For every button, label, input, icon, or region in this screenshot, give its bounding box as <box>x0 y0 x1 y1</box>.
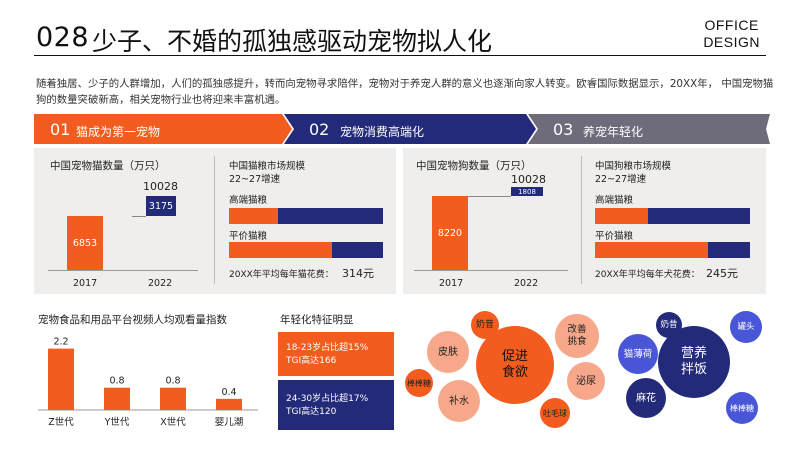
step-1-number: 01 <box>50 120 71 139</box>
dog-center-line1: 营养 <box>680 346 707 361</box>
dog-bubble-maobohe: 猫薄荷 <box>618 334 658 374</box>
dog-bubble-guantou: 罐头 <box>730 311 762 343</box>
chart-title: 宠物食品和用品平台视频人均观看量指数 <box>38 314 227 326</box>
chart-category-label: X世代 <box>160 416 186 428</box>
dog-bar2-label: 平价猫粮 <box>595 231 634 242</box>
cat-bubble-bushui: 补水 <box>438 380 480 422</box>
cat-increment-bar: 3175 <box>146 196 176 216</box>
cat-center-bubble: 促进 食欲 <box>476 326 554 404</box>
cat-spend-label: 20XX年平均每年猫花费： <box>229 270 334 280</box>
chart-bar <box>216 398 242 410</box>
cat-axis <box>48 270 198 271</box>
dog-total-value: 10028 <box>511 173 546 186</box>
cat-bubble-bangbangtang: 棒棒糖 <box>405 369 433 397</box>
dog-bubble-naixi: 奶昔 <box>656 312 682 338</box>
dog-base-bar: 8220 <box>432 196 468 270</box>
chart-category-label: Y世代 <box>104 416 130 428</box>
chart-value-label: 0.8 <box>109 376 124 387</box>
step-2-arrow <box>284 114 536 144</box>
step-banner <box>34 114 770 144</box>
cat-year-2022: 2022 <box>148 278 173 289</box>
cat-divider <box>214 156 215 284</box>
youth-box1-line1: 18-23岁占比超15% <box>286 343 369 353</box>
cat-base-value: 6853 <box>72 237 98 249</box>
dog-year-2022: 2022 <box>514 278 539 289</box>
cat-center-line2: 食欲 <box>501 365 528 380</box>
chart-value-label: 0.8 <box>165 376 180 387</box>
cat-connector <box>132 216 146 217</box>
chart-category-label: 婴儿潮 <box>215 416 244 428</box>
cat-bubble-miniao: 泌尿 <box>567 362 605 400</box>
dog-spend-label: 20XX年平均每年犬花费： <box>595 270 700 280</box>
cat-bar1-fill <box>229 208 279 224</box>
chart-category-label: Z世代 <box>48 416 74 428</box>
title-divider <box>34 55 766 56</box>
dog-market-sub: 22~27增速 <box>595 174 647 185</box>
dog-bar2 <box>595 242 750 258</box>
chart-bar <box>48 348 74 410</box>
step-2-number: 02 <box>309 120 330 139</box>
chart-bar <box>104 387 130 410</box>
dog-divider <box>581 156 582 284</box>
chart-value-label: 0.4 <box>221 387 236 398</box>
youth-box-1: 18-23岁占比超15% TGI高达166 <box>278 332 394 376</box>
youth-box-2: 24-30岁占比超17% TGI高达120 <box>278 380 394 430</box>
dog-spend-value: 245元 <box>706 267 738 280</box>
dog-center-bubble: 营养 拌饭 <box>658 326 730 398</box>
cat-bar1-label: 高端猫粮 <box>229 195 268 206</box>
cat-spend-value: 314元 <box>342 267 374 280</box>
cat-count-title: 中国宠物猫数量（万只） <box>50 160 166 172</box>
dog-bar1 <box>595 208 750 224</box>
step-1-label: 猫成为第一宠物 <box>76 125 161 139</box>
viewing-index-chart: 2.2 Z世代 0.8 Y世代 0.8 X世代 0.4 婴儿潮 <box>38 337 258 428</box>
page-title: 少子、不婚的孤独感驱动宠物拟人化 <box>92 27 493 56</box>
dog-bubble-bangbangtang: 棒棒糖 <box>726 392 758 424</box>
dog-year-2017: 2017 <box>439 278 464 289</box>
cat-bubble-tumaoqiu: 吐毛球 <box>540 398 570 428</box>
cat-year-2017: 2017 <box>73 278 98 289</box>
dog-bar1-fill <box>595 208 648 224</box>
cat-bar2-label: 平价猫粮 <box>229 231 268 242</box>
cat-bar2-fill <box>229 242 333 258</box>
cat-bar2 <box>229 242 383 258</box>
dog-bar1-label: 高端猫粮 <box>595 195 634 206</box>
cat-market-sub: 22~27增速 <box>229 174 281 185</box>
chart-value-label: 2.2 <box>53 337 68 348</box>
dog-increment-bar: 1808 <box>511 187 543 196</box>
youth-box2-line2: TGI高达120 <box>286 407 337 417</box>
dog-bar2-fill <box>595 242 709 258</box>
dog-base-value: 8220 <box>437 227 463 239</box>
dog-center-line2: 拌饭 <box>680 362 707 377</box>
dog-count-title: 中国宠物狗数量（万只） <box>416 160 532 172</box>
youth-title: 年轻化特征明显 <box>280 314 354 326</box>
cat-base-bar: 6853 <box>67 216 103 270</box>
dog-bubble-mahua: 麻花 <box>626 378 666 418</box>
cat-bubble-gaishan: 改善挑食 <box>555 314 599 358</box>
cat-increment-value: 3175 <box>148 200 174 212</box>
brand-logo: OFFICE DESIGN <box>703 17 760 51</box>
cat-bubble-pifu: 皮肤 <box>427 331 469 373</box>
brand-line2: DESIGN <box>703 34 760 50</box>
step-3-number: 03 <box>553 120 574 139</box>
youth-box2-line1: 24-30岁占比超17% <box>286 394 369 404</box>
cat-market-title: 中国猫粮市场规模 <box>229 161 306 172</box>
dog-axis <box>414 270 568 271</box>
intro-paragraph: 随着独居、少子的人群增加，人们的孤独感提升，转而向宠物寻求陪伴，宠物对于养宠人群… <box>36 78 774 106</box>
page-number: 028 <box>36 22 90 53</box>
cat-total-value: 10028 <box>143 180 178 193</box>
cat-bar1 <box>229 208 383 224</box>
cat-center-line1: 促进 <box>501 349 528 364</box>
chart-bar <box>160 387 186 410</box>
step-3-label: 养宠年轻化 <box>583 125 644 139</box>
cat-bubble-naixi: 奶昔 <box>471 311 499 339</box>
step-2-label: 宠物消费高端化 <box>340 125 425 139</box>
step-1-arrow <box>34 114 292 144</box>
dog-market-title: 中国狗粮市场规模 <box>595 161 672 172</box>
brand-line1: OFFICE <box>704 17 759 33</box>
youth-box1-line2: TGI高达166 <box>286 356 337 366</box>
dog-increment-value: 1808 <box>518 187 536 196</box>
dog-connector <box>468 196 511 197</box>
step-3-arrow <box>528 114 770 144</box>
